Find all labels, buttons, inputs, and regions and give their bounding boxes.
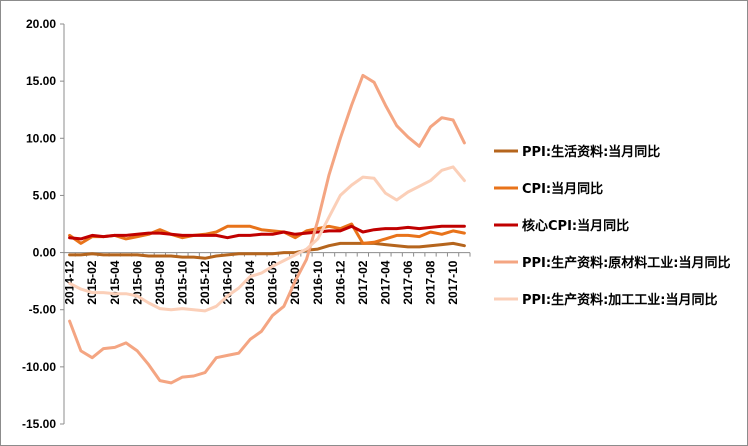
- y-tick-label: 0.00: [33, 246, 57, 260]
- y-tick-label: 5.00: [33, 188, 57, 202]
- series-line-0: [68, 241, 466, 260]
- y-tick-label: -15.00: [22, 417, 56, 431]
- x-tick-label: 2016-10: [311, 260, 325, 304]
- legend-label-0: PPI:生活资料:当月同比: [522, 144, 660, 160]
- x-tick-label: 2017-04: [378, 260, 392, 304]
- y-tick-label: -5.00: [29, 303, 57, 317]
- series-line-3: [68, 73, 466, 385]
- x-tick-label: 2017-08: [424, 260, 438, 304]
- x-tick-label: 2015-04: [108, 260, 122, 304]
- series-line-4: [68, 165, 466, 313]
- y-axis: 20.00 15.00 10.00 5.00 0.00 -5.00 -10.00 -15.00: [22, 17, 65, 431]
- legend-label-1: CPI:当月同比: [522, 181, 603, 197]
- x-tick-label: 2015-10: [175, 260, 189, 304]
- legend-label-3: PPI:生产资料:原材料工业:当月同比: [522, 255, 731, 271]
- series-line-1: [68, 222, 466, 245]
- y-tick-label: -10.00: [22, 360, 56, 374]
- x-tick-label: 2016-04: [243, 260, 257, 304]
- series-line-2: [68, 224, 466, 241]
- x-tick-label: 2015-06: [130, 260, 144, 304]
- x-tick-label: 2015-08: [153, 260, 167, 304]
- x-tick-label: 2015-12: [198, 260, 212, 304]
- y-tick-label: 10.00: [26, 131, 56, 145]
- x-tick-label: 2017-06: [401, 260, 415, 304]
- x-tick-label: 2017-02: [356, 260, 370, 304]
- legend-label-2: 核心CPI:当月同比: [522, 218, 629, 234]
- y-tick-label: 20.00: [26, 17, 56, 31]
- series-lines: [68, 73, 466, 385]
- x-axis: 2014-12 2015-02 2015-04 2015-06 2015-08 2015-…: [63, 252, 471, 305]
- x-tick-label: 2016-06: [266, 260, 280, 304]
- x-tick-label: 2017-10: [446, 260, 460, 304]
- legend-label-4: PPI:生产资料:加工工业:当月同比: [522, 292, 718, 308]
- x-tick-label: 2015-02: [85, 260, 99, 304]
- x-tick-label: 2016-12: [333, 260, 347, 304]
- y-tick-label: 15.00: [26, 74, 56, 88]
